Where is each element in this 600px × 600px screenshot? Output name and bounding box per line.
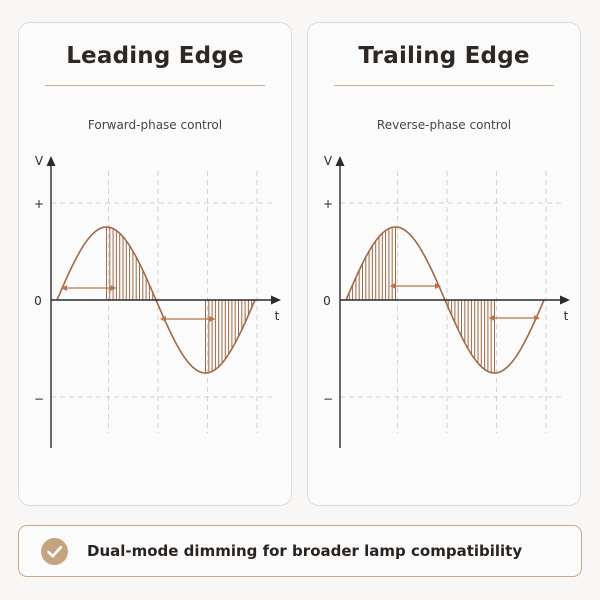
feature-text: Dual-mode dimming for broader lamp compa… — [87, 542, 523, 560]
x-axis-arrowhead — [271, 295, 281, 305]
arrow-head-right — [435, 283, 442, 289]
trailing-edge-subtitle: Reverse-phase control — [376, 118, 512, 132]
x-axis-arrowhead — [560, 295, 570, 305]
y-axis-arrowhead — [335, 156, 345, 166]
leading-edge-subtitle: Forward-phase control — [87, 118, 223, 132]
phase-arrows — [389, 283, 541, 321]
grid-lines — [51, 171, 273, 433]
plus-tick-label: + — [323, 197, 333, 211]
conduction-hatch — [106, 227, 253, 373]
y-axis-arrowhead — [46, 156, 56, 166]
title-divider — [45, 85, 265, 86]
x-axis-label: t — [564, 309, 569, 323]
axes — [46, 156, 281, 448]
x-axis-label: t — [275, 309, 280, 323]
arrow-head-left — [60, 285, 67, 291]
leading-edge-card: Leading Edge Forward-phase control V t +… — [18, 22, 292, 506]
y-axis-label: V — [35, 154, 44, 168]
zero-tick-label: 0 — [34, 294, 42, 308]
y-axis-label: V — [324, 154, 333, 168]
title-divider — [334, 85, 554, 86]
check-circle-icon — [41, 538, 68, 565]
leading-edge-waveform-diagram: V t + 0 − — [34, 154, 281, 448]
trailing-edge-waveform-diagram: V t + 0 − — [323, 154, 570, 448]
axes — [335, 156, 570, 448]
arrow-head-left — [159, 316, 166, 322]
arrow-head-right — [209, 316, 216, 322]
phase-arrows — [60, 285, 216, 322]
arrow-head-left — [488, 315, 495, 321]
minus-tick-label: − — [323, 392, 333, 406]
arrow-head-right — [110, 285, 117, 291]
grid-lines — [340, 171, 562, 433]
minus-tick-label: − — [34, 392, 44, 406]
plus-tick-label: + — [34, 197, 44, 211]
feature-banner: Dual-mode dimming for broader lamp compa… — [18, 525, 582, 577]
arrow-head-right — [534, 315, 541, 321]
leading-edge-title: Leading Edge — [66, 43, 244, 69]
zero-tick-label: 0 — [323, 294, 331, 308]
arrow-head-left — [389, 283, 396, 289]
trailing-edge-card: Trailing Edge Reverse-phase control V t … — [307, 22, 581, 506]
trailing-edge-title: Trailing Edge — [358, 43, 530, 69]
